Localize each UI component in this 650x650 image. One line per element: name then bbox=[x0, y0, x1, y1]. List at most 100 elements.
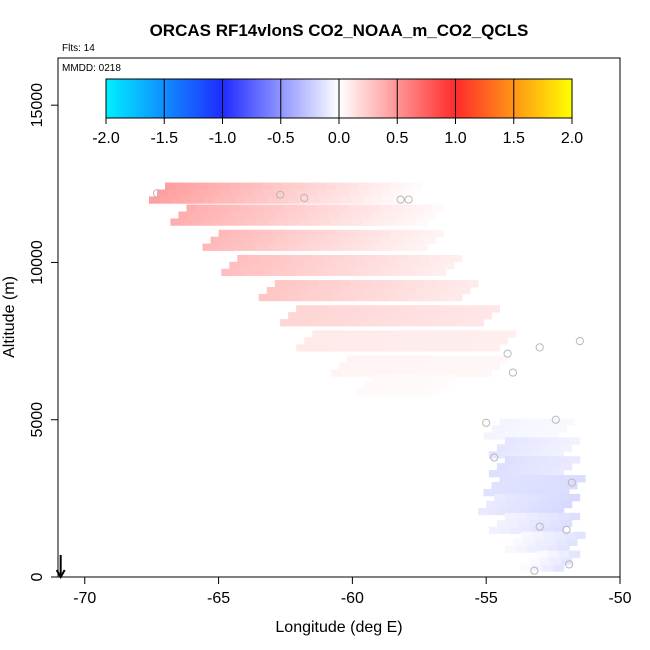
heatmap-cell bbox=[290, 319, 302, 327]
heatmap-cell bbox=[317, 280, 329, 288]
colorbar-segment bbox=[475, 79, 479, 118]
heatmap-cell bbox=[523, 482, 535, 490]
heatmap-cell bbox=[231, 189, 244, 197]
heatmap-cell bbox=[523, 425, 535, 433]
colorbar-segment bbox=[146, 79, 149, 118]
heatmap-cell bbox=[347, 182, 359, 190]
heatmap-cell bbox=[507, 463, 519, 471]
heatmap-cell bbox=[320, 218, 332, 226]
colorbar-segment bbox=[214, 79, 218, 118]
heatmap-cell bbox=[285, 280, 297, 288]
heatmap-cell bbox=[472, 319, 484, 327]
heatmap-cell bbox=[223, 218, 236, 226]
colorbar-segment bbox=[186, 79, 189, 118]
heatmap-cell bbox=[403, 211, 415, 219]
heatmap-cell bbox=[355, 388, 367, 396]
heatmap-cell bbox=[411, 229, 423, 238]
heatmap-cell bbox=[478, 507, 490, 516]
colorbar-segment bbox=[144, 79, 147, 118]
heatmap-cell bbox=[197, 204, 209, 212]
heatmap-cell bbox=[553, 470, 565, 478]
colorbar-segment bbox=[182, 79, 185, 118]
colorbar-segment bbox=[250, 79, 254, 118]
heatmap-cell bbox=[392, 189, 404, 197]
heatmap-cell bbox=[277, 243, 289, 251]
colorbar-segment bbox=[188, 79, 191, 118]
heatmap-cell bbox=[349, 268, 361, 277]
heatmap-cell bbox=[558, 488, 570, 497]
sample-points bbox=[152, 189, 584, 575]
heatmap-cell bbox=[411, 182, 423, 190]
colorbar-segment bbox=[294, 79, 298, 118]
heatmap-cells bbox=[148, 182, 586, 572]
colorbar-segment bbox=[260, 79, 264, 118]
heatmap-cell bbox=[512, 425, 525, 433]
colorbar-segment bbox=[391, 79, 394, 118]
heatmap-cell bbox=[429, 330, 442, 338]
heatmap-cell bbox=[381, 236, 393, 244]
sample-point bbox=[404, 195, 413, 204]
heatmap-cell bbox=[483, 432, 495, 440]
heatmap-cell bbox=[494, 432, 506, 440]
heatmap-cell bbox=[419, 254, 431, 263]
heatmap-cell bbox=[537, 437, 549, 445]
colorbar-segment bbox=[306, 79, 310, 118]
colorbar-segment bbox=[232, 79, 236, 118]
heatmap-cell bbox=[341, 369, 353, 377]
colorbar-segment bbox=[517, 79, 521, 118]
colorbar-segment bbox=[437, 79, 441, 118]
heatmap-cell bbox=[288, 286, 300, 295]
heatmap-cell bbox=[424, 344, 436, 352]
x-tick-label: -65 bbox=[207, 590, 230, 607]
heatmap-cell bbox=[296, 211, 308, 219]
heatmap-cell bbox=[352, 218, 364, 226]
heatmap-cell bbox=[282, 182, 294, 190]
heatmap-cell bbox=[504, 493, 517, 502]
heatmap-cell bbox=[563, 531, 575, 540]
heatmap-cell bbox=[440, 293, 452, 302]
heatmap-cell bbox=[379, 182, 391, 190]
heatmap-cell bbox=[352, 286, 364, 295]
heatmap-cell bbox=[352, 196, 364, 204]
heatmap-cell bbox=[555, 482, 567, 490]
heatmap-cell bbox=[312, 293, 324, 302]
heatmap-cell bbox=[170, 218, 182, 226]
heatmap-cell bbox=[499, 418, 511, 426]
heatmap-cell bbox=[520, 531, 533, 540]
heatmap-cell bbox=[438, 381, 450, 389]
sample-point bbox=[503, 349, 512, 358]
heatmap-cell bbox=[566, 538, 578, 546]
heatmap-cell bbox=[435, 280, 447, 288]
heatmap-cell bbox=[296, 344, 308, 352]
heatmap-cell bbox=[317, 305, 329, 313]
heatmap-cell bbox=[363, 369, 375, 377]
heatmap-cell bbox=[475, 355, 487, 363]
colorbar-segment bbox=[519, 79, 523, 118]
colorbar-segment bbox=[529, 79, 533, 118]
heatmap-cell bbox=[413, 374, 426, 382]
heatmap-cell bbox=[381, 280, 393, 288]
heatmap-cell bbox=[520, 507, 533, 516]
heatmap-cell bbox=[400, 229, 412, 238]
heatmap-cell bbox=[288, 312, 300, 320]
colorbar-segment bbox=[308, 79, 312, 118]
heatmap-cell bbox=[537, 456, 549, 464]
heatmap-cell bbox=[405, 286, 417, 295]
heatmap-cell bbox=[349, 280, 361, 288]
heatmap-cell bbox=[467, 305, 479, 313]
heatmap-cell bbox=[328, 344, 340, 352]
heatmap-cell bbox=[507, 519, 519, 528]
colorbar-segment bbox=[527, 79, 531, 118]
heatmap-cell bbox=[488, 451, 500, 459]
heatmap-cell bbox=[531, 475, 543, 483]
heatmap-cell bbox=[400, 204, 412, 212]
heatmap-cell bbox=[314, 337, 327, 345]
heatmap-cell bbox=[405, 369, 417, 377]
heatmap-cell bbox=[381, 211, 393, 219]
heatmap-cell bbox=[349, 362, 361, 370]
heatmap-cell bbox=[314, 229, 327, 238]
colorbar-segment bbox=[549, 79, 553, 118]
colorbar-segment bbox=[551, 79, 555, 118]
colorbar-segment bbox=[465, 79, 469, 118]
colorbar-segment bbox=[132, 79, 135, 118]
